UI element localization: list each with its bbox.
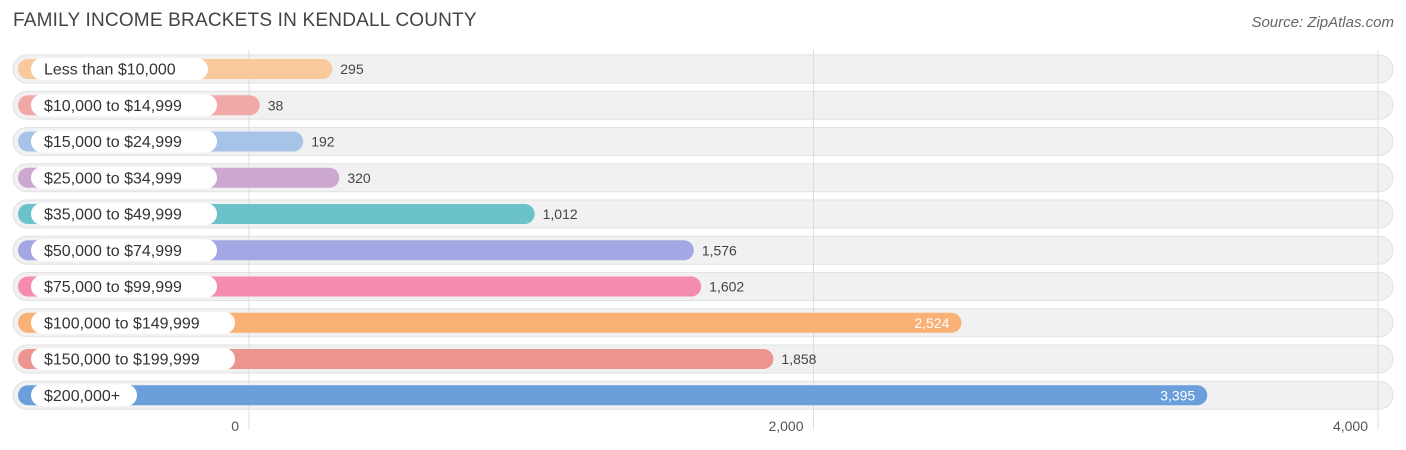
- row-track: [12, 163, 1394, 193]
- row-track: [12, 54, 1394, 84]
- category-pill: [31, 384, 137, 407]
- value-label: 320: [347, 170, 371, 186]
- category-label: $200,000+: [44, 388, 120, 405]
- category-pill: [31, 348, 235, 370]
- value-label: 295: [340, 61, 364, 77]
- value-label: 1,012: [543, 206, 578, 222]
- category-pill: [31, 203, 217, 225]
- x-tick-label: 0: [231, 418, 239, 434]
- category-label: $10,000 to $14,999: [44, 98, 182, 115]
- x-tick-label: 2,000: [768, 418, 803, 434]
- value-label: 3,395: [1160, 387, 1195, 403]
- category-pill: [31, 130, 217, 153]
- category-label: $150,000 to $199,999: [44, 352, 200, 369]
- category-pill: [31, 239, 217, 262]
- category-label: $75,000 to $99,999: [44, 279, 182, 296]
- category-pill: [31, 58, 208, 80]
- value-label: 2,524: [914, 315, 949, 331]
- value-label: 1,602: [709, 279, 744, 295]
- category-pill: [31, 166, 217, 189]
- category-label: $100,000 to $149,999: [44, 315, 200, 332]
- row-track: [12, 90, 1394, 120]
- x-tick-label: 4,000: [1333, 418, 1368, 434]
- chart-title: FAMILY INCOME BRACKETS IN KENDALL COUNTY: [13, 10, 477, 31]
- category-pill: [31, 94, 217, 117]
- category-label: $15,000 to $24,999: [44, 134, 182, 151]
- value-label: 38: [268, 97, 284, 113]
- row-track: [12, 127, 1394, 156]
- source-label: Source: ZipAtlas.com: [1251, 14, 1394, 31]
- category-label: $25,000 to $34,999: [44, 170, 182, 187]
- category-label: $50,000 to $74,999: [44, 243, 182, 260]
- category-pill: [31, 275, 217, 298]
- bar: [18, 385, 1208, 406]
- value-label: 192: [311, 134, 335, 150]
- category-label: $35,000 to $49,999: [44, 207, 182, 224]
- category-pill: [31, 311, 235, 334]
- value-label: 1,576: [702, 242, 737, 258]
- category-label: Less than $10,000: [44, 62, 176, 79]
- bar: [18, 312, 962, 333]
- value-label: 1,858: [781, 351, 816, 367]
